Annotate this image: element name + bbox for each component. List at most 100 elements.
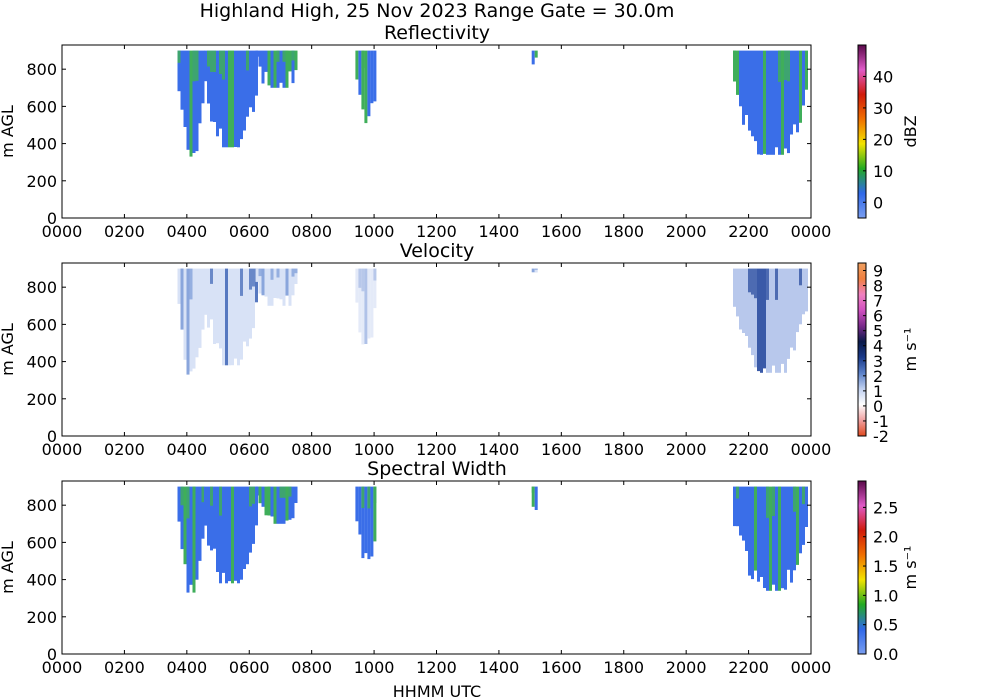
echo-column bbox=[177, 50, 181, 92]
echo-column bbox=[757, 486, 760, 582]
echo-accent bbox=[270, 268, 274, 280]
echo-column bbox=[802, 268, 805, 315]
echo-accent bbox=[294, 268, 298, 274]
echo-column bbox=[364, 486, 368, 554]
echo-column bbox=[201, 486, 205, 539]
colorbar-scale bbox=[857, 44, 867, 219]
echo-column bbox=[240, 50, 243, 140]
echo-accent bbox=[285, 486, 289, 497]
echo-accent bbox=[219, 486, 222, 516]
echo-column bbox=[805, 486, 808, 527]
echo-column bbox=[784, 50, 787, 149]
echo-column bbox=[243, 486, 246, 569]
x-tick-label: 1600 bbox=[541, 658, 582, 677]
y-tick-label: 400 bbox=[26, 571, 57, 590]
echo-column bbox=[736, 50, 739, 95]
echo-column bbox=[733, 50, 736, 82]
x-tick-label: 1400 bbox=[479, 440, 520, 459]
echo-column bbox=[751, 268, 754, 356]
y-axis-label: m AGL bbox=[0, 541, 17, 594]
x-tick-label: 0000 bbox=[791, 658, 832, 677]
y-tick-label: 600 bbox=[26, 533, 57, 552]
echo-column bbox=[195, 50, 199, 152]
echo-column bbox=[787, 486, 790, 570]
echo-accent bbox=[367, 486, 371, 509]
echo-accent bbox=[358, 268, 362, 288]
y-axis-label: m AGL bbox=[0, 323, 17, 376]
colorbar-tick-label: 0.0 bbox=[873, 645, 898, 664]
figure-title: Highland High, 25 Nov 2023 Range Gate = … bbox=[200, 0, 675, 22]
echo-accent bbox=[754, 268, 757, 299]
echo-column bbox=[258, 268, 262, 294]
echo-column bbox=[775, 268, 778, 373]
echo-accent bbox=[177, 50, 181, 63]
echo-column bbox=[370, 486, 374, 557]
echo-column bbox=[775, 50, 778, 148]
echo-region bbox=[355, 50, 377, 124]
echo-column bbox=[228, 268, 231, 366]
echo-column bbox=[766, 268, 769, 373]
colorbar-tick-label: 4 bbox=[873, 337, 883, 356]
echo-column bbox=[748, 486, 751, 576]
x-tick-label: 0200 bbox=[104, 658, 145, 677]
echo-accent bbox=[240, 268, 243, 296]
x-tick-label: 2000 bbox=[666, 222, 707, 241]
echo-column bbox=[531, 268, 535, 273]
echo-column bbox=[198, 268, 202, 348]
echo-column bbox=[189, 486, 193, 585]
echo-column bbox=[793, 486, 796, 571]
echo-column bbox=[784, 268, 787, 373]
x-tick-label: 0600 bbox=[229, 222, 270, 241]
echo-column bbox=[748, 268, 751, 348]
echo-column bbox=[180, 486, 184, 550]
x-tick-label: 1200 bbox=[416, 440, 457, 459]
x-tick-label: 1400 bbox=[479, 658, 520, 677]
echo-region bbox=[733, 268, 808, 373]
echo-column bbox=[255, 50, 259, 57]
echo-column bbox=[219, 50, 222, 129]
echo-column bbox=[276, 486, 280, 524]
echo-column bbox=[234, 268, 237, 359]
echo-column bbox=[177, 486, 181, 522]
echo-accent bbox=[291, 268, 295, 277]
x-tick-label: 2200 bbox=[728, 658, 769, 677]
y-axis-label: m AGL bbox=[0, 105, 17, 158]
echo-column bbox=[252, 50, 255, 112]
echo-accent bbox=[778, 50, 781, 82]
echo-column bbox=[180, 268, 184, 330]
echo-column bbox=[282, 486, 286, 524]
echo-column bbox=[279, 486, 283, 524]
echo-column bbox=[751, 486, 754, 580]
echo-accent bbox=[210, 486, 213, 506]
colorbar-scale bbox=[857, 480, 867, 655]
echo-column bbox=[294, 486, 298, 503]
echo-column bbox=[270, 268, 274, 306]
echo-accent bbox=[766, 268, 769, 300]
echo-column bbox=[534, 486, 538, 510]
echo-column bbox=[255, 486, 258, 526]
echo-column bbox=[742, 50, 745, 125]
echo-column bbox=[240, 486, 243, 580]
echo-column bbox=[790, 486, 793, 583]
echo-column bbox=[273, 50, 277, 88]
echo-column bbox=[234, 50, 237, 147]
echo-column bbox=[222, 486, 225, 573]
echo-column bbox=[186, 268, 190, 375]
echo-column bbox=[192, 50, 196, 153]
echo-column bbox=[219, 268, 222, 349]
echo-column bbox=[790, 50, 793, 135]
colorbar-tick-label: 0.5 bbox=[873, 616, 898, 635]
echo-column bbox=[225, 268, 228, 366]
echo-column bbox=[270, 50, 274, 88]
echo-column bbox=[255, 268, 259, 282]
echo-accent bbox=[787, 50, 790, 82]
echo-column bbox=[763, 268, 766, 369]
y-tick-label: 800 bbox=[26, 60, 57, 79]
echo-column bbox=[805, 50, 808, 90]
echo-column bbox=[288, 268, 292, 306]
echo-column bbox=[264, 50, 268, 72]
